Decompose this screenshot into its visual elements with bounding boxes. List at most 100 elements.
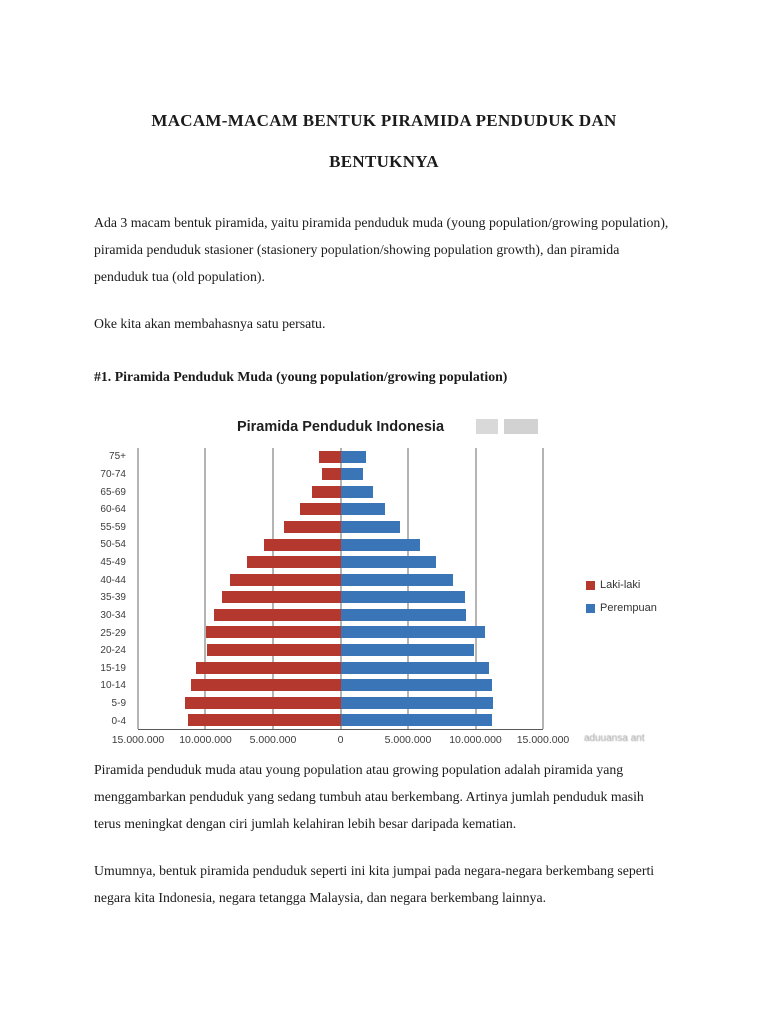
- age-axis-label: 60-64: [100, 504, 126, 516]
- pyramid-row: [138, 624, 543, 642]
- female-bar: [340, 626, 485, 639]
- age-axis-label: 30-34: [100, 609, 126, 621]
- pyramid-row: [138, 501, 543, 519]
- paragraph-explanation: Piramida penduduk muda atau young popula…: [94, 762, 644, 831]
- gridline: [542, 448, 544, 729]
- pyramid-row: [138, 676, 543, 694]
- pyramid-row: [138, 606, 543, 624]
- x-axis-ticks: 15.000.000 10.000.000 5.000.000 0 5.000.000 1…: [112, 734, 570, 748]
- male-bar: [187, 714, 341, 727]
- legend-item: Laki-laki: [586, 579, 657, 591]
- male-bar: [263, 538, 341, 551]
- x-axis-tick-label: 15.000.000: [516, 734, 570, 746]
- female-bar: [340, 591, 465, 604]
- x-axis-tick-label: 10.000.000: [449, 734, 502, 746]
- center-axis-line: [340, 448, 341, 729]
- pyramid-row: [138, 641, 543, 659]
- gridline: [272, 448, 274, 729]
- age-axis-label: 50-54: [100, 539, 126, 551]
- image-artifact: [476, 419, 498, 434]
- age-axis-label: 35-39: [100, 592, 126, 604]
- age-axis-label: 75+: [109, 451, 126, 463]
- female-bar: [340, 556, 437, 569]
- male-bar: [229, 573, 341, 586]
- age-axis-label: 40-44: [100, 574, 126, 586]
- document-title-line1: MACAM-MACAM BENTUK PIRAMIDA PENDUDUK DAN: [151, 111, 617, 130]
- document-title: MACAM-MACAM BENTUK PIRAMIDA PENDUDUK DAN…: [94, 100, 674, 182]
- female-bar: [340, 573, 453, 586]
- age-axis-label: 55-59: [100, 521, 126, 533]
- female-bar: [340, 485, 373, 498]
- x-axis-tick-label: 5.000.000: [249, 734, 297, 746]
- female-bar: [340, 503, 386, 516]
- section-heading-1: #1. Piramida Penduduk Muda (young popula…: [94, 369, 508, 384]
- document-title-line2: BENTUKNYA: [329, 152, 439, 171]
- female-bar: [340, 521, 400, 534]
- plot-area: [137, 448, 544, 730]
- legend-label: Perempuan: [600, 602, 657, 614]
- pyramid-row: [138, 553, 543, 571]
- gridline: [475, 448, 476, 729]
- legend-swatch: [586, 603, 595, 613]
- male-bar: [221, 591, 341, 604]
- population-pyramid-chart: Piramida Penduduk Indonesia 75+ 70-74 65-6…: [86, 416, 664, 748]
- gridline: [204, 448, 206, 729]
- watermark-text-fragment: aduuansa ant: [584, 733, 645, 744]
- male-bar: [312, 485, 341, 498]
- x-axis-tick-label: 0: [337, 734, 344, 746]
- x-axis-tick-label: 10.000.000: [179, 734, 232, 746]
- pyramid-row: [138, 589, 543, 607]
- age-axis: 75+ 70-74 65-69 60-64 55-59 50-54 45-49 40-44 35…: [86, 448, 134, 730]
- paragraph-examples: Umumnya, bentuk piramida penduduk sepert…: [94, 863, 655, 905]
- age-axis-label: 20-24: [100, 645, 126, 657]
- female-bar: [340, 661, 489, 674]
- gridlines: [137, 448, 544, 729]
- paragraph-intro: Ada 3 macam bentuk piramida, yaitu piram…: [94, 215, 669, 284]
- male-bar: [321, 468, 341, 481]
- male-bar: [283, 521, 341, 534]
- gridline: [407, 448, 409, 729]
- age-axis-label: 25-29: [100, 627, 126, 639]
- x-axis-tick-label: 5.000.000: [384, 734, 432, 746]
- legend-item: Perempuan: [586, 602, 657, 614]
- legend-label: Laki-laki: [600, 579, 641, 591]
- x-axis-tick-label: 15.000.000: [111, 734, 165, 746]
- male-bar: [205, 626, 341, 639]
- male-bar: [190, 679, 341, 692]
- female-bar: [340, 714, 492, 727]
- age-axis-label: 0-4: [111, 715, 126, 727]
- female-bar: [340, 608, 467, 621]
- chart-title: Piramida Penduduk Indonesia: [236, 419, 445, 435]
- male-bar: [213, 608, 341, 621]
- pyramid-row: [138, 483, 543, 501]
- pyramid-row: [138, 659, 543, 677]
- age-axis-label: 10-14: [100, 680, 126, 692]
- legend-swatch: [586, 580, 595, 590]
- male-bar: [196, 661, 341, 674]
- male-bar: [318, 450, 341, 463]
- female-bar: [340, 643, 475, 656]
- pyramid-row: [138, 536, 543, 554]
- male-bar: [300, 503, 341, 516]
- chart-legend: Laki-laki Perempuan: [586, 579, 657, 614]
- age-axis-label: 45-49: [100, 557, 126, 569]
- age-axis-label: 5-9: [111, 698, 126, 710]
- female-bar: [340, 450, 367, 463]
- pyramid-rows: [138, 448, 543, 729]
- pyramid-row: [138, 466, 543, 484]
- male-bar: [206, 643, 341, 656]
- female-bar: [340, 538, 421, 551]
- age-axis-label: 15-19: [100, 662, 126, 674]
- female-bar: [340, 679, 492, 692]
- pyramid-row: [138, 518, 543, 536]
- male-bar: [185, 696, 341, 709]
- image-artifact: [504, 419, 538, 434]
- age-axis-label: 70-74: [100, 468, 126, 480]
- pyramid-row: [138, 694, 543, 712]
- pyramid-row: [138, 448, 543, 466]
- female-bar: [340, 468, 364, 481]
- paragraph-transition: Oke kita akan membahasnya satu persatu.: [94, 316, 326, 331]
- age-axis-label: 65-69: [100, 486, 126, 498]
- pyramid-row: [138, 571, 543, 589]
